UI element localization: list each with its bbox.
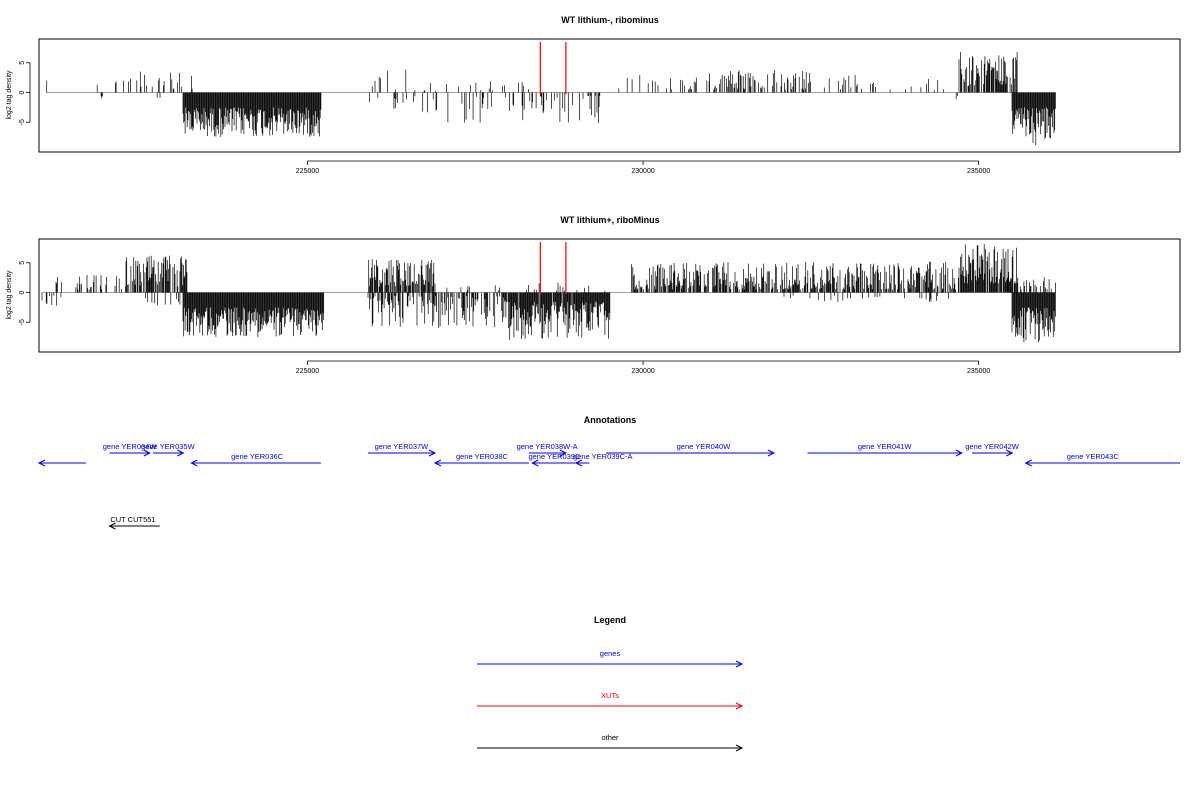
arrowhead [559, 449, 567, 457]
feature-label: CUT CUT551 [110, 515, 155, 524]
plot-frame [38, 38, 1181, 153]
feature-gene: gene YER036C [190, 452, 321, 467]
feature-label: gene YER041W [858, 442, 913, 451]
arrowhead [1024, 459, 1032, 467]
feature-label: gene YER034W [103, 442, 158, 451]
legend-items: genes XUTs other [477, 649, 744, 752]
y-tick-label: 5 [19, 261, 26, 265]
legend-title: Legend [594, 615, 626, 625]
feature-gene: gene YER034W [103, 442, 158, 457]
legend-item: XUTs [477, 691, 744, 710]
feature-label: gene YER037W [375, 442, 430, 451]
y-tick-label: 0 [19, 90, 26, 94]
arrowhead [955, 449, 963, 457]
bar-series [46, 51, 1056, 146]
arrowhead [735, 660, 744, 668]
xut-markers [539, 241, 567, 295]
track-title: WT lithium-, ribominus [561, 15, 659, 25]
legend-label: XUTs [601, 691, 619, 700]
feature-gene: gene YER039C [528, 452, 581, 467]
axes: -5 0 5 225000 230000 235000 [19, 261, 990, 375]
legend-item: genes [477, 649, 744, 668]
x-tick-label: 230000 [631, 368, 654, 375]
y-axis-label: log2 tag density [6, 70, 13, 120]
arrowhead [143, 449, 151, 457]
legend-item: other [477, 733, 744, 752]
x-tick-label: 235000 [967, 368, 990, 375]
y-tick-label: -5 [19, 319, 26, 325]
feature-gene: gene YER042W [965, 442, 1020, 457]
y-tick-label: 0 [19, 290, 26, 294]
feature-label: gene YER039C [528, 452, 581, 461]
arrowhead [177, 449, 185, 457]
arrowhead [37, 459, 46, 467]
x-tick-label: 235000 [967, 168, 990, 175]
feature-gene: gene YER038W-A [517, 442, 578, 457]
feature-gene: gene YER037W [367, 442, 437, 457]
feature-gene: gene YER038C [433, 452, 529, 467]
track-panel-lithium-plus: WT lithium+, riboMinus log2 tag density … [6, 215, 1181, 375]
x-tick-label: 225000 [296, 168, 319, 175]
feature-label: gene YER036C [231, 452, 284, 461]
feature-gene: gene YER035W [141, 442, 196, 457]
y-tick-label: -5 [19, 119, 26, 125]
bar-series [41, 244, 1056, 343]
arrowhead [531, 459, 539, 467]
feature-gene: gene YER043C [1024, 452, 1180, 467]
arrowhead [767, 449, 776, 457]
legend-label: genes [600, 649, 621, 658]
track-title: WT lithium+, riboMinus [560, 215, 659, 225]
annotations-title: Annotations [584, 415, 637, 425]
feature-label: gene YER035W [141, 442, 196, 451]
arrowhead [428, 449, 437, 457]
track-panel-lithium-minus: WT lithium-, ribominus log2 tag density … [6, 15, 1181, 175]
arrowhead [735, 702, 744, 710]
feature-label: gene YER038W-A [517, 442, 578, 451]
legend-panel: Legend genes XUTs other [477, 615, 744, 752]
arrowhead [1005, 449, 1014, 457]
feature-gene: gene YER040W [606, 442, 776, 457]
feature-label: gene YER038C [456, 452, 509, 461]
xut-markers [539, 41, 567, 95]
y-axis-label: log2 tag density [6, 270, 13, 320]
y-tick-label: 5 [19, 61, 26, 65]
x-tick-label: 230000 [631, 168, 654, 175]
arrowhead [108, 522, 116, 530]
arrowhead [735, 744, 744, 752]
arrowhead [433, 459, 442, 467]
feature-gene: gene YER039C-A [573, 452, 633, 467]
feature-label: gene YER043C [1067, 452, 1120, 461]
feature-other: CUT CUT551 [108, 515, 160, 530]
feature-gene: gene YER041W [807, 442, 963, 457]
axes: -5 0 5 225000 230000 235000 [19, 61, 990, 175]
feature-label: gene YER039C-A [573, 452, 632, 461]
legend-label: other [601, 733, 619, 742]
feature-label: gene YER040W [677, 442, 732, 451]
arrowhead [574, 459, 583, 467]
feature-label: gene YER042W [965, 442, 1020, 451]
arrowhead [190, 459, 198, 467]
feature-gene [37, 459, 86, 467]
x-tick-label: 225000 [296, 368, 319, 375]
plot-frame [38, 238, 1181, 353]
